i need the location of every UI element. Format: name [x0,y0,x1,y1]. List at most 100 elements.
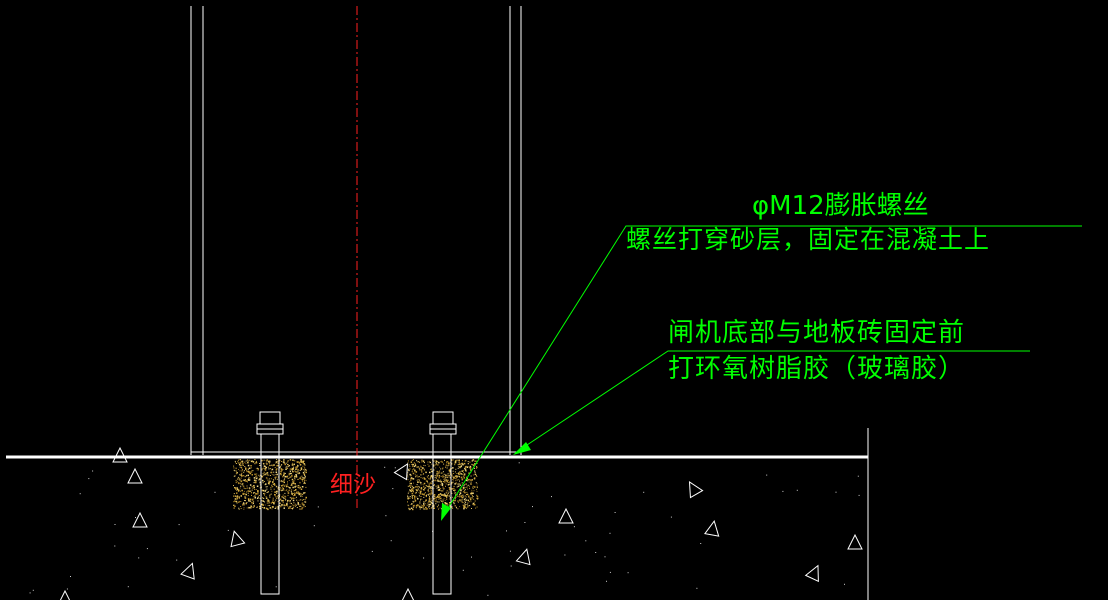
sand-grain [447,476,449,478]
sand-grain [436,463,438,465]
sand-grain [256,462,258,464]
sand-grain [439,495,441,497]
sand-grain [271,474,273,476]
sand-grain [419,490,422,493]
sand-grain [247,471,249,473]
concrete-dot [551,496,552,498]
sand-grain [274,484,276,486]
sand-grain [294,486,296,488]
sand-grain [288,465,290,467]
sand-grain [276,478,278,480]
sand-grain [247,495,249,497]
sand-grain [426,485,428,487]
sand-grain [474,470,476,472]
sand-grain [292,468,294,470]
sand-grain [243,487,245,489]
sand-grain [282,475,284,478]
sand-grain [276,497,278,499]
sand-grain [413,501,415,503]
sand-grain [420,492,422,493]
sand-grain [458,485,460,487]
sand-grain [449,502,451,504]
sand-grain [290,485,292,486]
sand-grain [409,468,411,470]
sand-grain [434,500,436,502]
sand-grain [305,469,307,471]
concrete-dot [227,529,229,531]
concrete-dot [471,556,472,558]
sand-grain [243,502,245,505]
sand-grain [457,472,460,474]
sand-grain [409,496,411,497]
sand-grain [293,502,295,504]
sand-grain [433,504,435,506]
sand-grain [451,488,453,490]
sand-grain [284,461,285,463]
sand-grain [282,480,284,482]
sand-grain [430,487,432,489]
sand-grain [265,486,267,488]
sand-grain [420,477,422,479]
concrete-dot [509,550,511,552]
sand-grain [281,505,283,507]
sand-grain [409,485,411,487]
sand-grain [292,471,294,472]
sand-grain [270,465,272,467]
concrete-dot [487,594,489,596]
sand-grain [472,474,474,476]
sand-grain [416,479,418,481]
sand-grain [471,460,473,462]
sand-grain [419,461,421,463]
sand-grain [459,471,461,473]
sand-grain [429,503,432,506]
sand-grain [412,464,414,466]
sand-grain [304,482,306,484]
sand-grain [423,504,425,507]
sand-grain [411,490,413,492]
sand-grain [464,495,466,497]
sand-grain [412,508,414,511]
sand-grain [449,468,451,470]
sand-grain [242,503,244,505]
sand-grain [243,479,245,481]
sand-grain [436,487,438,489]
sand-grain [417,476,419,478]
sand-grain [259,497,261,499]
sand-grain [293,495,295,497]
sand-grain [251,489,253,491]
sand-grain [266,462,268,465]
sand-grain [238,477,240,479]
sand-grain [236,496,238,498]
concrete-dot [462,569,464,571]
sand-grain [299,499,301,500]
sand-grain [424,508,425,510]
sand-grain [429,477,431,479]
sand-grain [414,473,416,475]
concrete-dot [857,475,859,477]
sand-grain [412,459,414,461]
sand-grain [284,485,286,487]
sand-grain [253,492,255,494]
sand-grain [434,475,436,477]
sand-grain [444,502,446,504]
sand-grain [240,495,242,497]
concrete-dot [782,490,784,492]
sand-grain [249,459,251,461]
sand-grain [448,475,450,477]
sand-grain [305,496,307,499]
sand-grain [287,505,289,507]
sand-grain [249,488,251,490]
concrete-aggregate-triangle-icon [804,564,819,583]
sand-grain [411,492,414,495]
gate-cabinet-outline [190,6,522,455]
sand-grain [449,505,451,507]
sand-grain [247,498,250,500]
sand-grain [469,505,471,507]
sand-grain [414,469,416,472]
sand-grain [426,480,428,482]
sand-grain [451,492,453,494]
sand-grain [273,502,275,504]
sand-grain [459,496,461,498]
sand-grain [422,467,424,469]
sand-grain [459,492,462,494]
